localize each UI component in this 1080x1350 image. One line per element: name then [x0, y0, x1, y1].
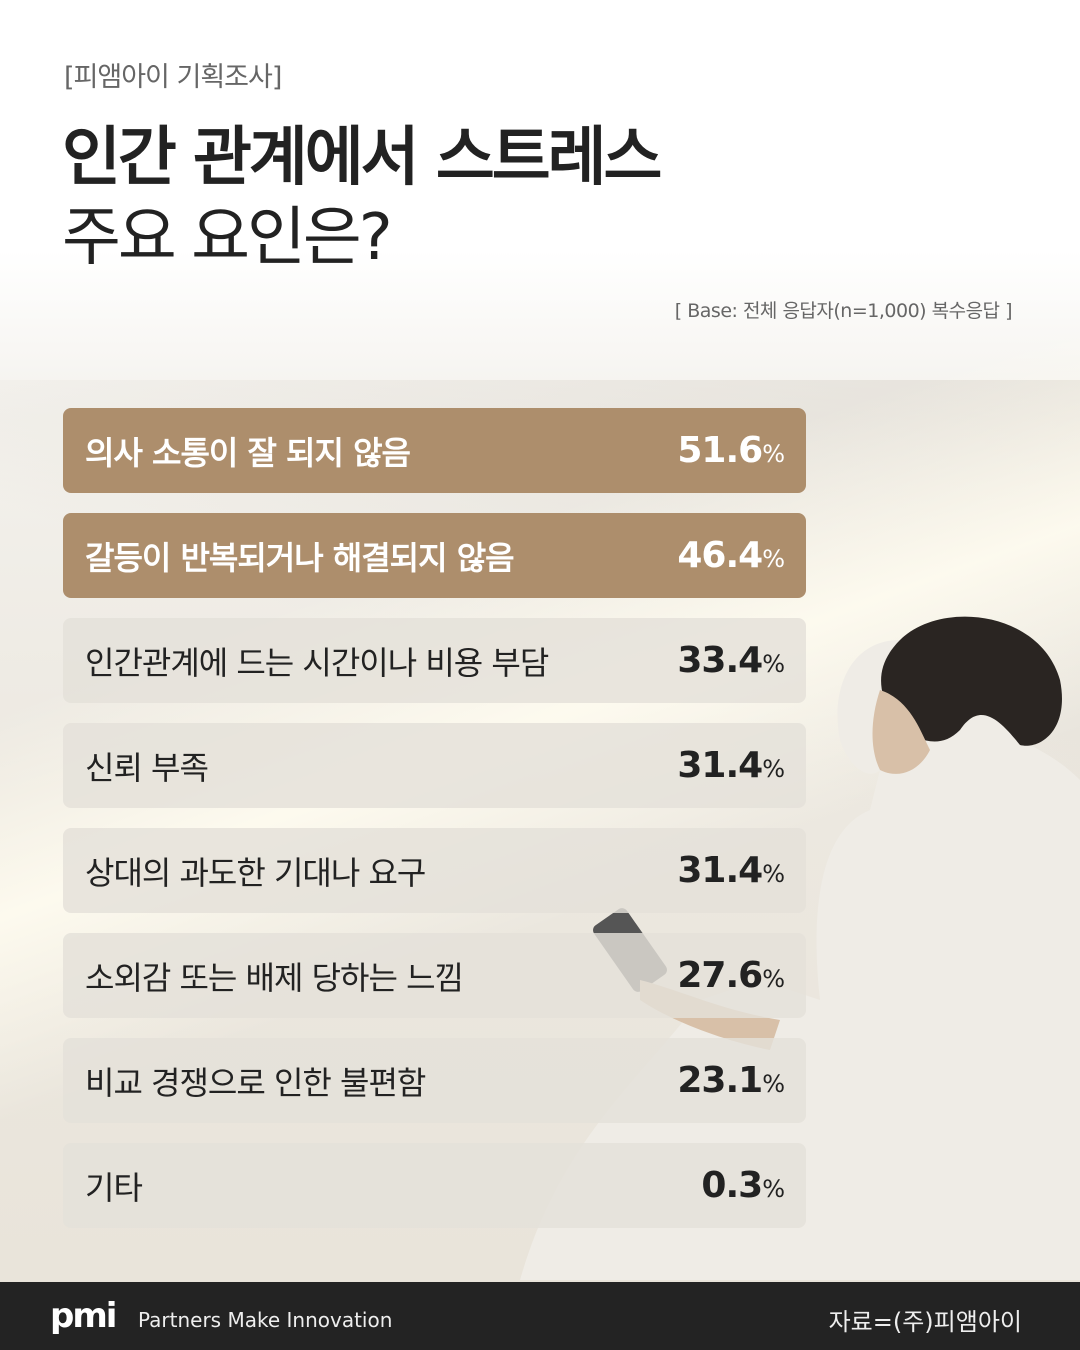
row-label: 비교 경쟁으로 인한 불편함: [85, 1063, 426, 1102]
value-unit: %: [762, 755, 785, 783]
survey-label: [피앰아이 기획조사]: [64, 62, 282, 93]
title-line-1: 인간 관계에서 스트레스: [62, 121, 662, 195]
result-row: 갈등이 반복되거나 해결되지 않음 46.4%: [63, 513, 806, 598]
row-label: 신뢰 부족: [85, 748, 209, 787]
row-value: 46.4%: [677, 535, 785, 576]
value-unit: %: [762, 650, 785, 678]
row-label: 갈등이 반복되거나 해결되지 않음: [85, 538, 515, 577]
source: 자료=(주)피앰아이: [828, 1308, 1022, 1336]
row-value: 31.4%: [677, 745, 785, 786]
value-unit: %: [762, 545, 785, 573]
title-line-2: 주요 요인은?: [62, 201, 393, 275]
result-row: 기타 0.3%: [63, 1143, 806, 1228]
value-unit: %: [762, 440, 785, 468]
value-unit: %: [762, 1070, 785, 1098]
result-row: 신뢰 부족 31.4%: [63, 723, 806, 808]
value-number: 27.6: [677, 955, 763, 996]
result-row: 상대의 과도한 기대나 요구 31.4%: [63, 828, 806, 913]
row-value: 51.6%: [677, 430, 785, 471]
result-row: 인간관계에 드는 시간이나 비용 부담 33.4%: [63, 618, 806, 703]
result-row: 소외감 또는 배제 당하는 느낌 27.6%: [63, 933, 806, 1018]
row-value: 27.6%: [677, 955, 785, 996]
page-title: 인간 관계에서 스트레스 주요 요인은?: [62, 118, 662, 278]
row-label: 기타: [85, 1168, 143, 1207]
value-number: 33.4: [677, 640, 763, 681]
row-value: 31.4%: [677, 850, 785, 891]
row-label: 인간관계에 드는 시간이나 비용 부담: [85, 643, 549, 682]
tagline: Partners Make Innovation: [138, 1308, 393, 1332]
row-value: 23.1%: [677, 1060, 785, 1101]
result-row: 비교 경쟁으로 인한 불편함 23.1%: [63, 1038, 806, 1123]
value-number: 31.4: [677, 850, 763, 891]
pmi-logo: pmi: [50, 1296, 117, 1336]
footer: pmi Partners Make Innovation 자료=(주)피앰아이: [0, 1282, 1080, 1350]
value-number: 0.3: [701, 1165, 763, 1206]
value-number: 31.4: [677, 745, 763, 786]
row-label: 소외감 또는 배제 당하는 느낌: [85, 958, 464, 997]
value-unit: %: [762, 860, 785, 888]
row-label: 의사 소통이 잘 되지 않음: [85, 433, 411, 472]
row-value: 0.3%: [701, 1165, 785, 1206]
row-label: 상대의 과도한 기대나 요구: [85, 853, 426, 892]
value-number: 23.1: [677, 1060, 763, 1101]
base-note: [ Base: 전체 응답자(n=1,000) 복수응답 ]: [674, 300, 1013, 322]
value-number: 51.6: [677, 430, 763, 471]
result-row: 의사 소통이 잘 되지 않음 51.6%: [63, 408, 806, 493]
value-unit: %: [762, 1175, 785, 1203]
value-number: 46.4: [677, 535, 763, 576]
row-value: 33.4%: [677, 640, 785, 681]
value-unit: %: [762, 965, 785, 993]
